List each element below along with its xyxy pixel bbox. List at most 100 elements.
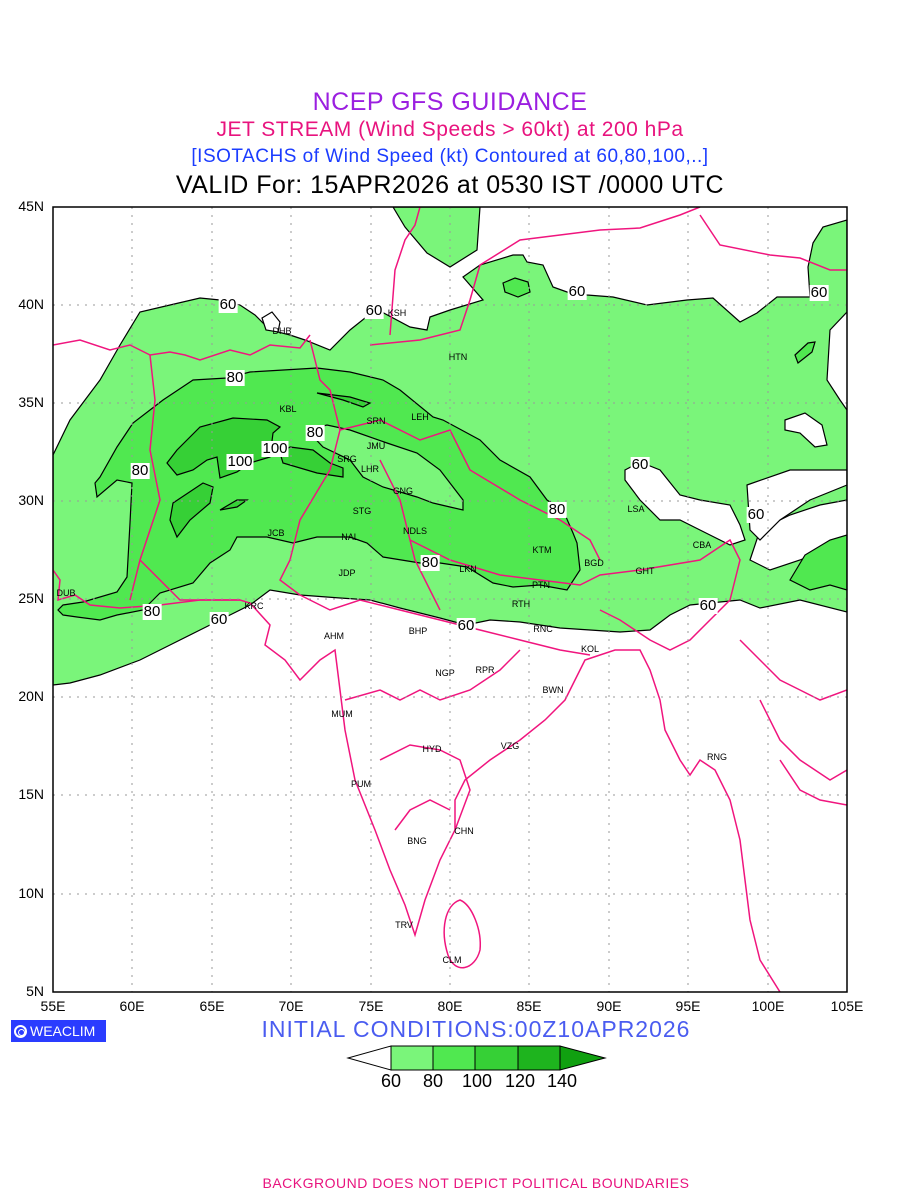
lon-label: 100E (751, 998, 785, 1014)
city-label: TRV (395, 920, 413, 930)
lat-label: 45N (18, 198, 44, 214)
lat-label: 35N (18, 394, 44, 410)
colorbar-60-80 (390, 1045, 434, 1071)
logo-icon (14, 1024, 27, 1038)
isotach-60-region-north (392, 207, 481, 268)
lon-label: 75E (358, 998, 384, 1014)
lon-label: 65E (199, 998, 225, 1014)
city-label: SRG (337, 454, 357, 464)
city-label: JDP (338, 568, 356, 578)
city-label: KBL (279, 404, 297, 414)
city-label: RPR (475, 665, 495, 675)
contour-label: 60 (746, 506, 766, 523)
city-label: SRN (366, 416, 386, 426)
city-label: BGD (584, 558, 604, 568)
disclaimer-footer: BACKGROUND DOES NOT DEPICT POLITICAL BOU… (262, 1175, 690, 1191)
colorbar-label: 100 (461, 1071, 493, 1091)
city-label: PUM (351, 779, 371, 789)
lat-label: 25N (18, 590, 44, 606)
city-label: KTM (532, 545, 552, 555)
contour-label: 80 (305, 424, 325, 441)
isotach-100-region (316, 392, 372, 408)
below-60-pocket (624, 461, 746, 546)
weaclim-logo: WEACLIM (11, 1020, 106, 1042)
city-label: NDLS (402, 526, 428, 536)
chart-description: [ISOTACHS of Wind Speed (kt) Contoured a… (191, 146, 709, 167)
contour-label: 60 (209, 611, 229, 628)
city-label: CBA (692, 540, 712, 550)
city-label: RTH (511, 599, 531, 609)
contour-label: 60 (218, 296, 238, 313)
city-label: DHB (272, 326, 292, 336)
contour-label: 60 (364, 302, 384, 319)
lat-label: 30N (18, 492, 44, 508)
contour-label: 80 (225, 369, 245, 386)
city-label: CHN (454, 826, 474, 836)
city-label: GHT (635, 566, 655, 576)
chart-subtitle: JET STREAM (Wind Speeds > 60kt) at 200 h… (216, 118, 684, 141)
lat-label: 10N (18, 885, 44, 901)
lon-label: 105E (830, 998, 864, 1014)
map-frame (52, 206, 848, 993)
lat-label: 20N (18, 688, 44, 704)
lon-label: 80E (437, 998, 463, 1014)
lon-label: 70E (278, 998, 304, 1014)
lat-label: 5N (26, 983, 44, 999)
isotach-100-region (219, 499, 249, 511)
contour-label: 80 (420, 554, 440, 571)
city-label: NGP (435, 668, 455, 678)
city-label: DUB (56, 588, 76, 598)
colorbar-80-100 (432, 1045, 476, 1071)
contour-label: 100 (261, 440, 289, 457)
chart-title: NCEP GFS GUIDANCE (312, 88, 588, 116)
contour-label: 80 (142, 603, 162, 620)
colorbar (346, 1045, 607, 1071)
city-label: KSH (387, 308, 407, 318)
city-label: BHP (408, 626, 428, 636)
lat-label: 40N (18, 296, 44, 312)
lon-label: 95E (675, 998, 701, 1014)
coastlines-and-boundaries (53, 207, 847, 992)
contour-label: 60 (809, 284, 829, 301)
contour-label: 80 (547, 501, 567, 518)
contour-label: 60 (456, 617, 476, 634)
city-label: JMU (366, 441, 386, 451)
isotach-80-region (794, 341, 816, 364)
city-label: MUM (331, 709, 353, 719)
city-label: AHM (324, 631, 344, 641)
isotach-100-region (169, 482, 214, 539)
initial-conditions: INITIAL CONDITIONS:00Z10APR2026 (261, 1016, 691, 1042)
city-label: VZG (500, 741, 520, 751)
isotach-60-80-inner (305, 424, 464, 511)
city-label: JCB (267, 528, 285, 538)
city-label: KRC (244, 601, 264, 611)
isotach-100-region (166, 417, 282, 479)
logo-text: WEACLIM (30, 1023, 96, 1039)
colorbar-below-60 (346, 1045, 392, 1071)
city-label: RNG (707, 752, 727, 762)
colorbar-above-140 (559, 1045, 607, 1071)
city-label: CNG (393, 486, 413, 496)
valid-time: VALID For: 15APR2026 at 0530 IST /0000 U… (175, 171, 725, 199)
city-label: CLM (442, 955, 462, 965)
colorbar-label: 120 (504, 1071, 536, 1091)
city-label: LSA (627, 504, 645, 514)
city-label: LKN (459, 564, 477, 574)
lon-label: 55E (40, 998, 66, 1014)
lat-label: 15N (18, 786, 44, 802)
city-label: STG (352, 506, 372, 516)
city-label: NAL (341, 532, 359, 542)
contour-label: 60 (630, 456, 650, 473)
colorbar-120-140 (517, 1045, 561, 1071)
city-label: LHR (360, 464, 380, 474)
city-label: RNC (533, 624, 553, 634)
city-label: BNG (407, 836, 427, 846)
lon-label: 85E (516, 998, 542, 1014)
contour-label: 100 (226, 453, 254, 470)
below-60-pocket (261, 311, 281, 333)
lon-label: 60E (119, 998, 145, 1014)
city-label: LEH (411, 412, 429, 422)
below-60-pocket (746, 469, 847, 541)
colorbar-label: 80 (422, 1071, 444, 1091)
